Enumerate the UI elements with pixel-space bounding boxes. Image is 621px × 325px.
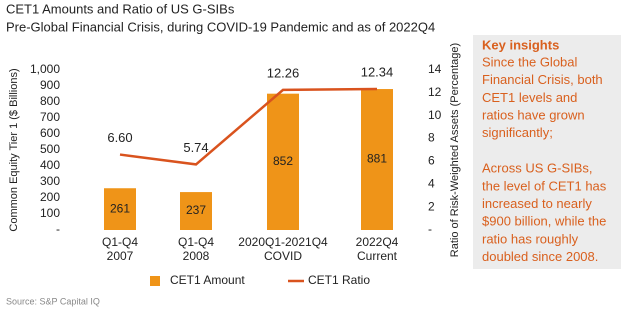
- line-label: 12.34: [361, 64, 394, 79]
- bar: [267, 93, 299, 231]
- y2-tick-label: 10: [428, 108, 442, 122]
- x-tick-label: COVID: [264, 249, 302, 263]
- line-label: 12.26: [267, 65, 300, 80]
- insight-line: CET1 levels and: [482, 90, 577, 105]
- bar-label: 852: [273, 154, 293, 168]
- line: [119, 87, 378, 166]
- y-tick-label: -: [56, 222, 60, 236]
- insight-line: ratio has roughly: [482, 231, 579, 246]
- legend-swatch: [150, 276, 160, 286]
- y2-tick-label: 2: [428, 199, 435, 213]
- y-tick-label: 1,000: [30, 62, 60, 76]
- legend-label: CET1 Amount: [170, 273, 245, 287]
- y2-axis-label: Ratio of Risk-Weighted Assets (Percentag…: [449, 43, 461, 257]
- y-tick-label: 400: [40, 158, 60, 172]
- y-tick-label: 300: [40, 174, 60, 188]
- y2-tick-label: 6: [428, 154, 435, 168]
- y2-tick-label: 4: [428, 176, 435, 190]
- x-tick-label: 2022Q4: [356, 235, 399, 249]
- x-tick-label: 2020Q1-2021Q4: [238, 235, 328, 249]
- y2-tick-label: -: [428, 222, 432, 236]
- y2-tick-label: 12: [428, 85, 442, 99]
- insight-line: increased to nearly: [482, 196, 592, 211]
- insight-line: the level of CET1 has: [482, 178, 607, 193]
- insight-line: Financial Crisis, both: [482, 72, 603, 87]
- line-label: 6.60: [107, 130, 132, 145]
- line-label: 5.74: [183, 140, 208, 155]
- y2-tick-label: 14: [428, 62, 442, 76]
- y-tick-label: 700: [40, 110, 60, 124]
- y-tick-label: 100: [40, 206, 60, 220]
- x-tick-label: 2008: [183, 249, 210, 263]
- insight-line: Across US G-SIBs,: [482, 161, 593, 176]
- insight-line: Since the Global: [482, 54, 578, 69]
- insight-line: significantly;: [482, 125, 553, 140]
- insight-line: ratios have grown: [482, 108, 585, 123]
- chart-subtitle: Pre-Global Financial Crisis, during COVI…: [6, 19, 435, 34]
- bar-label: 881: [367, 152, 387, 166]
- y-tick-label: 500: [40, 142, 60, 156]
- y-axis-label: Common Equity Tier 1 ($ Billions): [8, 68, 20, 231]
- x-tick-label: Q1-Q4: [102, 235, 138, 249]
- bar-label: 261: [110, 201, 130, 215]
- insight-line: doubled since 2008.: [482, 249, 598, 264]
- y2-tick-label: 8: [428, 131, 435, 145]
- bar: [361, 89, 393, 230]
- chart-title: CET1 Amounts and Ratio of US G-SIBs: [6, 1, 235, 16]
- source: Source: S&P Capital IQ: [6, 296, 100, 306]
- y-tick-label: 800: [40, 94, 60, 108]
- insight-line: $900 billion, while the: [482, 214, 606, 229]
- x-tick-label: Q1-Q4: [178, 235, 214, 249]
- bar: [104, 188, 136, 230]
- y-tick-label: 200: [40, 190, 60, 204]
- bar: [180, 192, 212, 230]
- insights-box: [473, 35, 621, 269]
- x-tick-label: 2007: [107, 249, 134, 263]
- y-tick-label: 600: [40, 126, 60, 140]
- x-tick-label: Current: [357, 249, 398, 263]
- insights-title: Key insights: [482, 37, 559, 52]
- legend-label: CET1 Ratio: [308, 273, 370, 287]
- y-tick-label: 900: [40, 78, 60, 92]
- bar-label: 237: [186, 203, 206, 217]
